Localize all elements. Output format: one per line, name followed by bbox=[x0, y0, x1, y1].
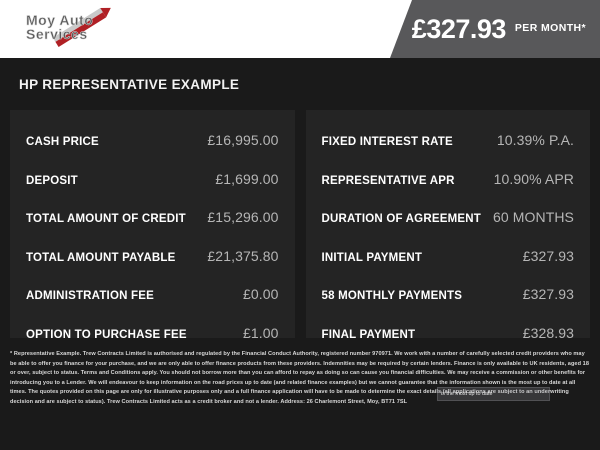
page-title: HP REPRESENTATIVE EXAMPLE bbox=[19, 77, 240, 92]
price-banner: £327.93 PER MONTH* bbox=[390, 0, 600, 58]
detail-row-value: £328.93 bbox=[522, 324, 574, 341]
detail-row: CASH PRICE £16,995.00 bbox=[26, 132, 279, 148]
svg-text:Moy Auto: Moy Auto bbox=[26, 12, 93, 28]
finance-panel-left: CASH PRICE £16,995.00 DEPOSIT £1,699.00 TOTA… bbox=[10, 110, 295, 341]
detail-row: INITIAL PAYMENT £327.93 bbox=[322, 248, 575, 264]
detail-row: TOTAL AMOUNT OF CREDIT £15,296.00 bbox=[26, 209, 279, 225]
moy-auto-services-logo[interactable]: Moy Auto Services bbox=[22, 6, 134, 52]
detail-row-value: £0.00 bbox=[242, 286, 279, 302]
detail-row-value: £327.93 bbox=[522, 247, 574, 264]
detail-row: OPTION TO PURCHASE FEE £1.00 bbox=[26, 325, 279, 341]
detail-row-value: 10.39% P.A. bbox=[496, 132, 574, 148]
detail-row: REPRESENTATIVE APR 10.90% APR bbox=[322, 171, 575, 187]
detail-row-label: ADMINISTRATION FEE bbox=[26, 290, 154, 302]
detail-row: DEPOSIT £1,699.00 bbox=[26, 171, 279, 187]
detail-row: 58 MONTHLY PAYMENTS £327.93 bbox=[322, 286, 575, 302]
price-amount: £327.93 bbox=[411, 13, 507, 44]
detail-row-value: £327.93 bbox=[522, 286, 574, 302]
price-period-label: PER MONTH* bbox=[514, 22, 586, 34]
detail-row-value: 10.90% APR bbox=[493, 170, 574, 187]
page-header: Moy Auto Services £327.93 PER MONTH* bbox=[0, 0, 600, 58]
detail-row-value: £21,375.80 bbox=[207, 247, 279, 264]
detail-row-label: DEPOSIT bbox=[26, 174, 78, 187]
detail-row-label: TOTAL AMOUNT OF CREDIT bbox=[26, 213, 186, 225]
detail-row-label: FINAL PAYMENT bbox=[321, 328, 416, 341]
finance-panel-right: FIXED INTEREST RATE 10.39% P.A. REPRESENTA… bbox=[305, 110, 590, 341]
detail-row-label: REPRESENTATIVE APR bbox=[321, 174, 455, 187]
detail-row-value: £1.00 bbox=[242, 324, 279, 341]
detail-row-value: 60 MONTHS bbox=[492, 209, 574, 225]
detail-row-label: DURATION OF AGREEMENT bbox=[321, 213, 481, 225]
detail-row: ADMINISTRATION FEE £0.00 bbox=[26, 286, 279, 302]
detail-row-label: OPTION TO PURCHASE FEE bbox=[26, 328, 187, 341]
detail-row-label: FIXED INTEREST RATE bbox=[321, 136, 453, 148]
detail-row: FIXED INTEREST RATE 10.39% P.A. bbox=[322, 132, 575, 148]
detail-row-label: 58 MONTHLY PAYMENTS bbox=[321, 290, 463, 302]
detail-row-value: £15,296.00 bbox=[207, 209, 279, 225]
detail-row-value: £16,995.00 bbox=[207, 132, 279, 148]
svg-text:Services: Services bbox=[26, 26, 88, 42]
detail-row-value: £1,699.00 bbox=[215, 170, 279, 187]
detail-row: DURATION OF AGREEMENT 60 MONTHS bbox=[322, 209, 575, 225]
detail-row: TOTAL AMOUNT PAYABLE £21,375.80 bbox=[26, 248, 279, 264]
detail-row-label: INITIAL PAYMENT bbox=[321, 251, 423, 264]
tooltip-overlay: is the most up to date bbox=[437, 387, 550, 401]
detail-row: FINAL PAYMENT £328.93 bbox=[322, 325, 575, 341]
footer-disclaimer: * Representative Example. Trew Contracts… bbox=[10, 351, 589, 406]
logo-icon: Moy Auto Services bbox=[26, 7, 111, 48]
finance-details-panels: CASH PRICE £16,995.00 DEPOSIT £1,699.00 TOTA… bbox=[10, 110, 590, 341]
detail-row-label: TOTAL AMOUNT PAYABLE bbox=[26, 251, 176, 264]
detail-row-label: CASH PRICE bbox=[26, 136, 99, 148]
